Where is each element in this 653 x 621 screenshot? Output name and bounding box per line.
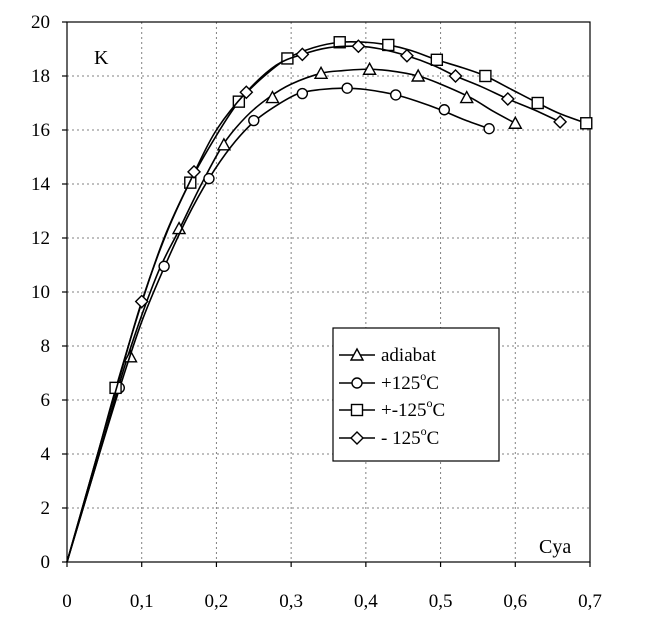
data-point-diamond: [351, 39, 366, 54]
data-point-triangle: [459, 90, 474, 104]
y-axis-title: K: [94, 47, 109, 69]
data-point-square: [580, 117, 593, 130]
legend-marker-diamond: [350, 431, 364, 445]
series-line: [66, 68, 516, 563]
series-4: [66, 39, 568, 563]
data-point-circle: [483, 122, 495, 135]
y-tick-label: 18: [31, 66, 50, 87]
y-tick-label: 6: [41, 390, 51, 411]
data-point-triangle: [508, 115, 523, 129]
x-tick-label: 0,7: [578, 591, 602, 612]
tick-label-layer: 0 0,1 0,2 0,3 0,4 0,5 0,6 0,7 0 2 4 6 8 10 12 14 16 18 20: [31, 12, 602, 612]
x-tick-label: 0,2: [205, 591, 229, 612]
y-tick-label: 10: [31, 282, 50, 303]
data-point-triangle: [410, 68, 426, 82]
data-point-diamond: [134, 294, 149, 309]
data-point-diamond: [448, 69, 463, 83]
legend-entry: +-125oC: [339, 396, 445, 421]
series-line: [66, 87, 490, 563]
data-point-circle: [296, 87, 309, 100]
x-tick-label: 0,5: [429, 591, 453, 612]
legend: adiabat +125oC+-125oC - 125oC: [332, 327, 500, 462]
x-tick-label: 0,4: [354, 591, 378, 612]
data-point-square: [531, 96, 544, 110]
axis-layer: [62, 21, 591, 567]
data-point-diamond: [239, 85, 254, 100]
grid-layer: [67, 22, 590, 562]
x-tick-label: 0,1: [130, 591, 154, 612]
data-point-diamond: [500, 91, 515, 106]
data-point-diamond: [553, 114, 568, 129]
x-tick-label: 0,6: [503, 591, 527, 612]
y-tick-label: 20: [31, 12, 50, 33]
legend-label: - 125oC: [381, 424, 439, 449]
y-tick-label: 2: [41, 498, 51, 519]
series-1: [66, 61, 523, 563]
data-point-circle: [390, 89, 402, 101]
legend-entries: adiabat +125oC+-125oC - 125oC: [339, 345, 445, 449]
data-point-diamond: [187, 164, 202, 179]
legend-marker-circle: [351, 377, 363, 389]
series-layer: [66, 36, 593, 563]
legend-label: +-125oC: [381, 396, 445, 421]
data-point-triangle: [313, 65, 329, 80]
legend-label: adiabat: [381, 345, 437, 366]
data-point-square: [430, 53, 444, 66]
x-tick-label: 0: [62, 591, 72, 612]
legend-entry: - 125oC: [339, 424, 439, 449]
legend-marker-square: [350, 403, 364, 417]
data-point-triangle: [265, 90, 280, 104]
data-point-circle: [248, 114, 260, 127]
data-point-circle: [203, 172, 215, 185]
legend-label: +125oC: [381, 369, 439, 394]
data-point-triangle: [216, 137, 232, 151]
x-tick-label: 0,3: [279, 591, 303, 612]
data-point-square: [382, 38, 395, 52]
legend-marker-triangle: [349, 347, 365, 361]
legend-entry: +125oC: [339, 369, 439, 394]
data-point-diamond: [399, 48, 414, 63]
y-tick-label: 12: [31, 228, 50, 249]
series-2: [66, 82, 495, 563]
y-tick-label: 0: [41, 552, 51, 573]
data-point-square: [281, 52, 294, 65]
legend-entry: adiabat: [339, 345, 437, 366]
data-point-circle: [158, 260, 170, 273]
y-tick-label: 16: [31, 120, 50, 141]
data-point-square: [479, 69, 492, 83]
x-axis-title: Cya: [539, 536, 571, 558]
data-point-circle: [341, 82, 353, 94]
data-point-circle: [438, 104, 451, 116]
data-point-triangle: [362, 61, 377, 75]
y-tick-label: 8: [41, 336, 51, 357]
data-point-diamond: [295, 47, 310, 62]
y-tick-label: 4: [41, 444, 51, 465]
y-tick-label: 14: [31, 174, 51, 195]
data-point-square: [333, 36, 346, 49]
